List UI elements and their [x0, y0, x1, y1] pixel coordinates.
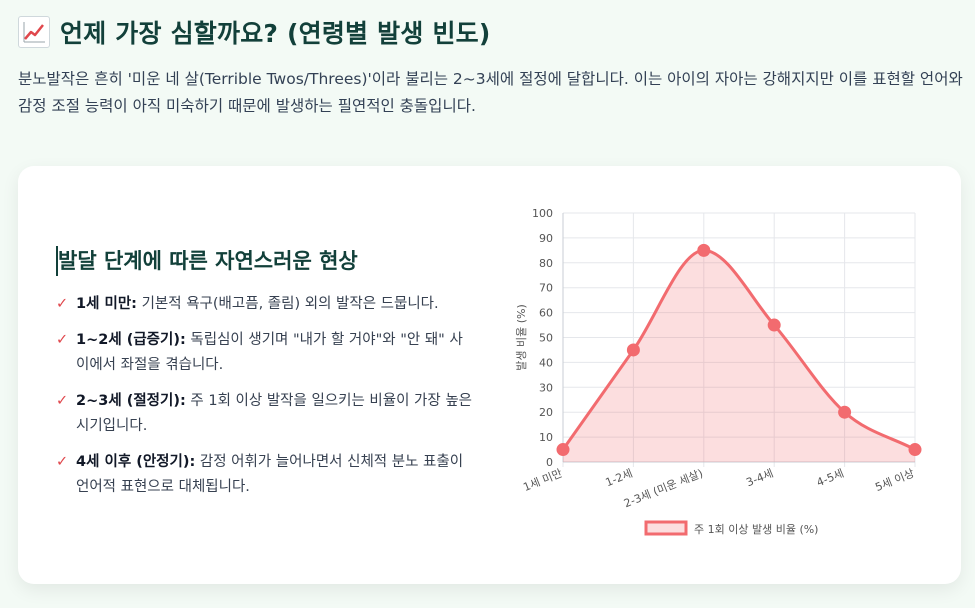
check-icon: ✓ — [56, 296, 69, 312]
y-tick-label: 40 — [539, 356, 553, 369]
x-tick-label: 5세 이상 — [873, 467, 916, 494]
section-subtitle: 발달 단계에 따른 자연스러운 현상 — [56, 246, 476, 276]
y-tick-label: 60 — [539, 307, 553, 320]
age-frequency-chart: 0 10 20 30 40 50 60 70 80 90 100 발생 비율 (%) 1세 미만 1-2세… — [515, 207, 922, 536]
y-tick-label: 10 — [539, 431, 553, 444]
stage-text: 독립심이 생기며 "내가 할 거야"와 "안 돼" 사이에서 좌절을 겪습니다. — [76, 332, 463, 373]
stages-panel: 발달 단계에 따른 자연스러운 현상 ✓ 1세 미만: 기본적 욕구(배고픔, … — [56, 246, 476, 511]
legend-label: 주 1회 이상 발생 비율 (%) — [694, 523, 818, 536]
data-point — [626, 343, 640, 357]
legend-swatch — [644, 520, 688, 536]
data-point — [908, 443, 922, 457]
y-axis-label: 발생 비율 (%) — [515, 304, 528, 371]
stage-label: 1~2세 (급증기): — [76, 332, 186, 348]
y-tick-label: 30 — [539, 381, 553, 394]
x-tick-label: 3-4세 — [744, 467, 775, 490]
check-icon: ✓ — [56, 393, 69, 409]
x-tick-label: 2-3세 (미운 세살) — [622, 467, 705, 511]
y-tick-label: 100 — [532, 207, 553, 220]
list-item: ✓ 1~2세 (급증기): 독립심이 생기며 "내가 할 거야"와 "안 돼" … — [56, 328, 476, 378]
chart-legend: 주 1회 이상 발생 비율 (%) — [644, 520, 818, 536]
data-point — [697, 243, 711, 257]
stage-text: 기본적 욕구(배고픔, 졸림) 외의 발작은 드뭅니다. — [136, 296, 439, 312]
info-card: 발달 단계에 따른 자연스러운 현상 ✓ 1세 미만: 기본적 욕구(배고픔, … — [18, 166, 961, 584]
chart-increasing-icon — [18, 16, 50, 48]
y-tick-label: 80 — [539, 257, 553, 270]
y-tick-label: 20 — [539, 406, 553, 419]
list-item: ✓ 4세 이후 (안정기): 감정 어휘가 늘어나면서 신체적 분노 표출이 언… — [56, 450, 476, 500]
x-tick-label: 4-5세 — [815, 467, 846, 490]
stage-list: ✓ 1세 미만: 기본적 욕구(배고픔, 졸림) 외의 발작은 드뭅니다. ✓ … — [56, 292, 476, 500]
check-icon: ✓ — [56, 454, 69, 470]
y-tick-label: 90 — [539, 232, 553, 245]
x-tick-label: 1세 미만 — [521, 467, 564, 494]
data-point — [556, 443, 570, 457]
stage-label: 4세 이후 (안정기): — [76, 454, 196, 470]
stage-label: 2~3세 (절정기): — [76, 393, 186, 409]
y-tick-label: 50 — [539, 332, 553, 345]
y-tick-label: 0 — [546, 456, 553, 469]
data-point — [767, 318, 781, 332]
chart-container: 0 10 20 30 40 50 60 70 80 90 100 발생 비율 (%) 1세 미만 1-2세… — [506, 202, 946, 562]
data-point — [838, 405, 852, 419]
y-tick-label: 70 — [539, 282, 553, 295]
stage-label: 1세 미만: — [76, 296, 137, 312]
check-icon: ✓ — [56, 332, 69, 348]
x-tick-label: 1-2세 — [604, 467, 635, 490]
intro-paragraph: 분노발작은 흔히 '미운 네 살(Terrible Twos/Threes)'이… — [18, 70, 963, 115]
list-item: ✓ 1세 미만: 기본적 욕구(배고픔, 졸림) 외의 발작은 드뭅니다. — [56, 292, 476, 317]
page-header: 언제 가장 심할까요? (연령별 발생 빈도) 분노발작은 흔히 '미운 네 살… — [18, 10, 968, 120]
list-item: ✓ 2~3세 (절정기): 주 1회 이상 발작을 일으키는 비율이 가장 높은… — [56, 389, 476, 439]
page-title: 언제 가장 심할까요? (연령별 발생 빈도) — [60, 19, 491, 48]
series-area — [563, 250, 915, 462]
stage-text: 주 1회 이상 발작을 일으키는 비율이 가장 높은 시기입니다. — [76, 393, 473, 434]
stage-text: 감정 어휘가 늘어나면서 신체적 분노 표출이 언어적 표현으로 대체됩니다. — [76, 454, 464, 495]
